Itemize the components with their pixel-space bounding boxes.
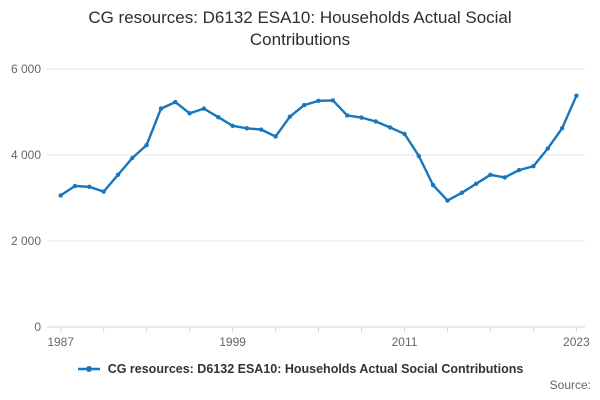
data-point [101, 189, 106, 194]
x-axis-tick-label: 1999 [219, 335, 246, 349]
data-point [516, 167, 522, 173]
x-axis-tick-label: 2023 [563, 335, 590, 349]
data-point [473, 181, 479, 186]
data-point [445, 198, 450, 203]
data-point [359, 115, 364, 120]
x-axis-tick-label: 2011 [391, 335, 418, 349]
y-axis-tick-label: 0 [34, 320, 41, 334]
data-point [158, 106, 164, 111]
data-point [302, 102, 307, 108]
y-axis-tick-label: 6 000 [10, 62, 41, 76]
data-point [216, 115, 221, 120]
data-point [488, 172, 493, 177]
data-point [574, 93, 579, 98]
data-point [273, 134, 278, 139]
data-point [502, 175, 507, 180]
data-point [316, 98, 321, 104]
series-line [59, 94, 578, 202]
data-point [187, 111, 192, 116]
data-point [388, 125, 393, 130]
data-point [330, 98, 336, 103]
source-note: Source: [549, 378, 591, 392]
data-point [416, 153, 421, 159]
data-point [230, 123, 235, 128]
data-point [144, 142, 149, 148]
data-point [87, 184, 92, 189]
data-point [58, 193, 63, 198]
data-point [244, 126, 250, 131]
legend-series-marker-icon [77, 366, 100, 372]
data-point [373, 119, 378, 124]
data-point [559, 126, 565, 131]
data-point [130, 155, 135, 161]
data-point [115, 172, 121, 177]
data-point [201, 106, 207, 111]
chart-title: CG resources: D6132 ESA10: Households Ac… [88, 8, 512, 50]
y-axis-tick-label: 2 000 [10, 234, 41, 248]
data-point [287, 114, 293, 119]
legend-series-label: CG resources: D6132 ESA10: Households Ac… [107, 362, 524, 376]
data-point [345, 113, 350, 118]
data-point [72, 183, 78, 189]
x-axis-tick-label: 1987 [47, 335, 75, 349]
data-point [402, 131, 407, 137]
data-point [430, 182, 436, 188]
data-point [545, 146, 550, 151]
data-point [531, 164, 536, 169]
legend-item[interactable]: CG resources: D6132 ESA10: Households Ac… [0, 360, 600, 378]
data-point [173, 99, 178, 105]
data-point [459, 190, 464, 195]
data-point [259, 127, 264, 132]
y-axis-tick-label: 4 000 [10, 148, 41, 162]
